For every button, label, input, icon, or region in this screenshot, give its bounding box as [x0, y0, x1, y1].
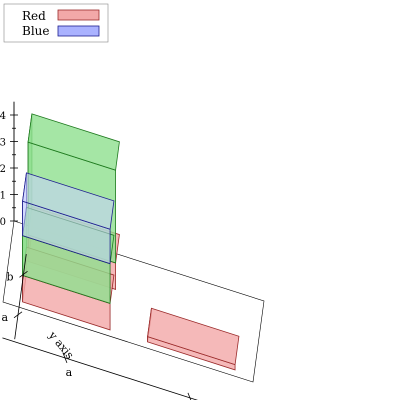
bar-overlay-top — [22, 172, 115, 230]
y-tick-a — [13, 311, 23, 319]
bar-red-ba — [147, 307, 240, 371]
z-tick-label-2: 2 — [0, 164, 6, 175]
bar-series2-ab-top — [27, 113, 120, 171]
legend-label-blue: Blue — [22, 24, 50, 38]
x-axis-line — [2, 337, 198, 400]
legend-label-red: Red — [22, 9, 46, 23]
legend-swatch-blue — [57, 25, 100, 37]
z-tick-label-3: 3 — [0, 138, 6, 149]
floor-outline — [2, 220, 265, 383]
bars — [22, 113, 240, 371]
y-tick-label-a: a — [1, 311, 8, 324]
x-tick-b — [187, 392, 192, 400]
legend-swatch-red — [57, 9, 100, 21]
y-tick-b — [19, 271, 28, 278]
y-tick-label-b: b — [6, 270, 13, 283]
z-tick-label-1: 1 — [0, 191, 6, 202]
bar-overlay — [22, 172, 115, 265]
y-axis-line — [14, 254, 27, 340]
x-tick-a — [62, 352, 68, 363]
bar-red-ba-top — [147, 307, 240, 366]
legend: Red Blue — [3, 3, 109, 43]
z-tick-label-4: 4 — [0, 111, 6, 122]
x-tick-label-a: a — [66, 366, 73, 379]
z-tick-label-0: 0 — [0, 217, 6, 228]
